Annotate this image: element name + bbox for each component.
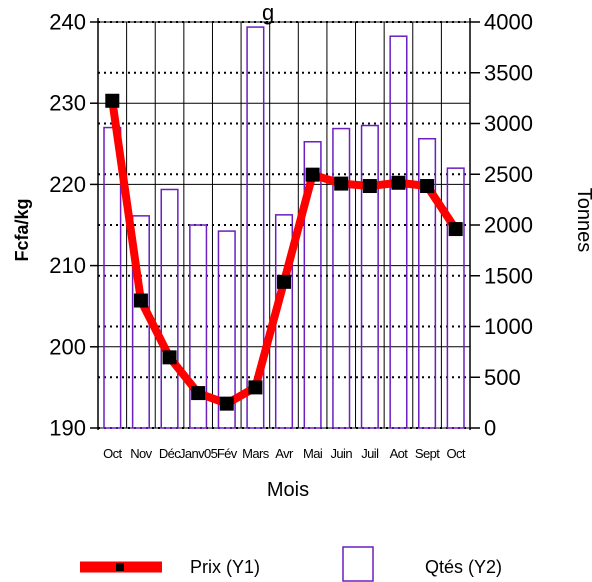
- x-tick-label: Oct: [446, 446, 465, 461]
- x-tick-label: Juin: [331, 446, 353, 461]
- right-tick-label: 2500: [484, 162, 533, 187]
- left-tick-label: 210: [49, 253, 86, 278]
- price-point: [305, 167, 320, 182]
- legend-label-prix: Prix (Y1): [190, 557, 260, 577]
- right-axis-gridlines: [98, 21, 470, 429]
- left-tick-label: 190: [49, 416, 86, 441]
- price-point: [391, 175, 406, 190]
- x-tick-label: Fév: [217, 446, 238, 461]
- bar: [103, 126, 122, 429]
- right-tick-label: 500: [484, 365, 521, 390]
- price-point: [133, 293, 148, 308]
- left-tick-label: 220: [49, 172, 86, 197]
- right-tick-label: 4000: [484, 10, 533, 35]
- bar: [160, 188, 179, 429]
- left-tick-label: 240: [49, 10, 86, 35]
- price-point: [219, 396, 234, 411]
- legend-bar-swatch: [342, 546, 374, 582]
- price-point: [420, 179, 435, 194]
- price-point: [277, 274, 291, 289]
- bar: [246, 26, 265, 429]
- chart-title: g: [262, 0, 274, 25]
- x-axis-label: Mois: [267, 479, 309, 501]
- price-point: [334, 176, 349, 191]
- legend: Prix (Y1) Qtés (Y2): [80, 546, 502, 582]
- y-axis-label-right: Tonnes: [573, 188, 592, 253]
- x-tick-label: Aot: [390, 446, 409, 461]
- x-tick-label: Déc: [159, 446, 181, 461]
- bar: [189, 224, 208, 429]
- left-tick-label: 230: [49, 91, 86, 116]
- x-tick-label: Sept: [415, 446, 440, 461]
- price-point: [248, 380, 263, 395]
- y-axis-label-left: Fcfa/kg: [12, 198, 32, 261]
- legend-label-qtes: Qtés (Y2): [425, 557, 502, 577]
- bar: [217, 230, 236, 429]
- x-tick-label: Avr: [275, 446, 294, 461]
- bar: [360, 124, 379, 429]
- right-tick-label: 1000: [484, 314, 533, 339]
- right-tick-label: 0: [484, 416, 496, 441]
- price-point: [105, 93, 120, 108]
- right-tick-labels: 0 500 1000 1500 2000 2500 3000 3500 4000: [470, 10, 533, 441]
- bar: [332, 127, 351, 429]
- left-tick-label: 200: [49, 334, 86, 359]
- bar: [389, 35, 408, 429]
- price-point: [448, 222, 463, 237]
- bar: [418, 137, 437, 429]
- bar-series: [103, 26, 465, 429]
- bar: [446, 167, 465, 429]
- x-tick-label: Juil: [361, 446, 379, 461]
- legend-line-marker: [116, 563, 124, 571]
- left-tick-labels: 190 200 210 220 230 240: [49, 10, 98, 441]
- line-series: [105, 93, 463, 411]
- x-tick-label: Oct: [103, 446, 122, 461]
- bar: [303, 141, 322, 429]
- price-point: [191, 386, 206, 401]
- x-tick-label: Mars: [242, 446, 270, 461]
- x-tick-label: Janv05: [179, 446, 218, 461]
- price-point: [362, 179, 377, 194]
- x-tick-label: Mai: [303, 446, 323, 461]
- right-tick-label: 3500: [484, 60, 533, 85]
- right-tick-label: 2000: [484, 213, 533, 238]
- right-tick-label: 1500: [484, 263, 533, 288]
- right-tick-label: 3000: [484, 111, 533, 136]
- price-point: [162, 350, 177, 365]
- axes: [97, 18, 471, 430]
- x-tick-label: Nov: [130, 446, 152, 461]
